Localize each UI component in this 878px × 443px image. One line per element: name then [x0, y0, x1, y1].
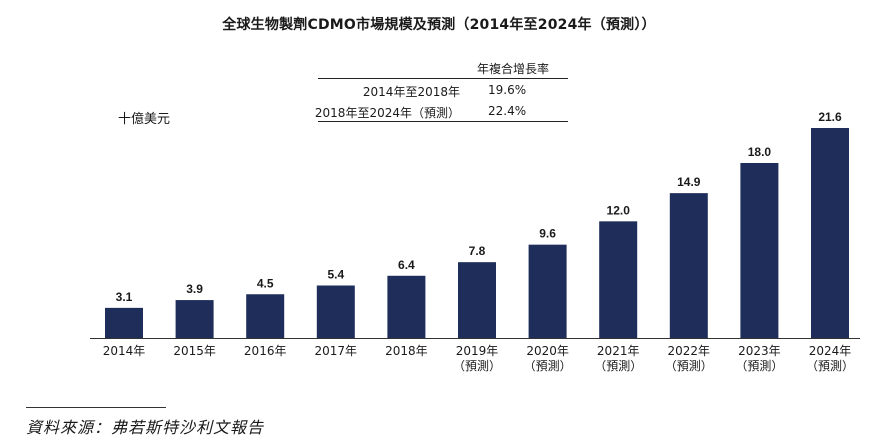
x-tick-label: （預測） — [735, 359, 783, 373]
x-tick-label: 2016年 — [244, 344, 287, 358]
bar-value-label: 12.0 — [607, 203, 631, 217]
x-tick-label: （預測） — [806, 359, 854, 373]
bar — [669, 193, 708, 338]
chart-title: 全球生物製劑CDMO市場規模及預測（2014年至2024年（預測）） — [222, 17, 656, 33]
cagr-value: 22.4% — [488, 104, 527, 118]
bar — [458, 262, 496, 338]
x-tick-label: 2014年 — [103, 344, 146, 358]
x-tick-label: 2018年 — [385, 344, 428, 358]
bar-value-label: 7.8 — [469, 244, 486, 258]
bar-value-label: 18.0 — [748, 145, 772, 159]
x-tick-label: 2021年 — [597, 344, 640, 358]
x-tick-label: 2015年 — [173, 344, 216, 358]
x-tick-label: （預測） — [665, 359, 713, 373]
cagr-period: 2014年至2018年 — [362, 85, 460, 99]
x-tick-label: （預測） — [453, 359, 501, 373]
bar — [528, 244, 567, 338]
bar — [599, 221, 638, 338]
x-tick-label: 2019年 — [456, 344, 499, 358]
x-tick-label: 2022年 — [668, 344, 711, 358]
bar-value-label: 3.1 — [116, 290, 133, 304]
bar-value-label: 4.5 — [257, 276, 274, 290]
bar-value-label: 14.9 — [677, 175, 701, 189]
bar-value-label: 3.9 — [186, 282, 203, 296]
bar — [740, 163, 779, 338]
bar — [175, 300, 214, 338]
cagr-header: 年複合增長率 — [477, 62, 550, 76]
cagr-period: 2018年至2024年（預測） — [314, 106, 460, 120]
bar — [811, 128, 849, 338]
bar-value-label: 21.6 — [818, 110, 842, 124]
cagr-table: 年複合增長率 2014年至2018年 19.6% 2018年至2024年（預測）… — [314, 58, 568, 122]
cagr-row: 2014年至2018年 19.6% — [318, 79, 568, 100]
y-axis-unit: 十億美元 — [118, 112, 171, 127]
bar-value-label: 5.4 — [327, 268, 344, 282]
bar-chart: 3.1 2014年 3.9 2015年 4.5 2016年 5.4 2017年 6.4 2018年… — [90, 110, 860, 373]
bar — [105, 307, 143, 338]
x-tick-label: 2024年 — [809, 344, 852, 358]
bar — [387, 275, 426, 338]
bar — [246, 294, 285, 338]
cagr-header-row: 年複合增長率 — [318, 58, 568, 79]
source-note: 資料來源：弗若斯特沙利文報告 — [26, 418, 265, 437]
bar — [316, 285, 355, 338]
x-tick-label: 2020年 — [526, 344, 569, 358]
source-divider — [26, 407, 166, 408]
x-tick-label: 2023年 — [738, 344, 781, 358]
x-tick-label: （預測） — [594, 359, 642, 373]
bar-value-label: 9.6 — [539, 227, 556, 241]
cagr-row: 2018年至2024年（預測） 22.4% — [314, 100, 568, 122]
x-tick-label: 2017年 — [315, 344, 358, 358]
bar-value-label: 6.4 — [398, 258, 415, 272]
x-tick-label: （預測） — [524, 359, 572, 373]
cagr-value: 19.6% — [488, 83, 527, 97]
